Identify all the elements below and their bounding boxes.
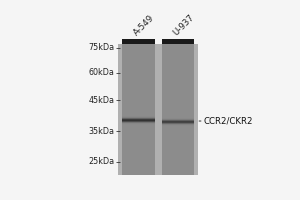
Bar: [118, 44, 198, 175]
Text: 45kDa: 45kDa: [89, 96, 115, 105]
Bar: [162, 39, 194, 44]
Bar: [122, 39, 155, 44]
Bar: [118, 44, 122, 175]
Bar: [122, 120, 155, 121]
Bar: [194, 44, 198, 175]
Bar: [162, 117, 194, 118]
Bar: [162, 123, 194, 124]
Text: 60kDa: 60kDa: [89, 68, 115, 77]
Bar: [162, 126, 194, 127]
Bar: [122, 124, 155, 125]
Bar: [122, 117, 155, 118]
Bar: [122, 125, 155, 126]
Bar: [122, 118, 155, 119]
Bar: [162, 120, 194, 121]
Bar: [122, 121, 155, 122]
Text: 25kDa: 25kDa: [88, 157, 115, 166]
Bar: [162, 124, 194, 125]
Bar: [162, 121, 194, 122]
Bar: [122, 122, 155, 123]
Bar: [122, 115, 155, 116]
Text: U-937: U-937: [172, 13, 196, 38]
Bar: [162, 119, 194, 120]
Bar: [162, 122, 194, 123]
Bar: [162, 125, 194, 126]
Text: CCR2/CKR2: CCR2/CKR2: [199, 117, 253, 126]
Bar: [162, 118, 194, 119]
Bar: [155, 44, 162, 175]
Text: 35kDa: 35kDa: [89, 127, 115, 136]
Bar: [122, 116, 155, 117]
Text: 75kDa: 75kDa: [88, 43, 115, 52]
Bar: [122, 119, 155, 120]
Text: A-549: A-549: [132, 14, 156, 38]
Bar: [122, 123, 155, 124]
